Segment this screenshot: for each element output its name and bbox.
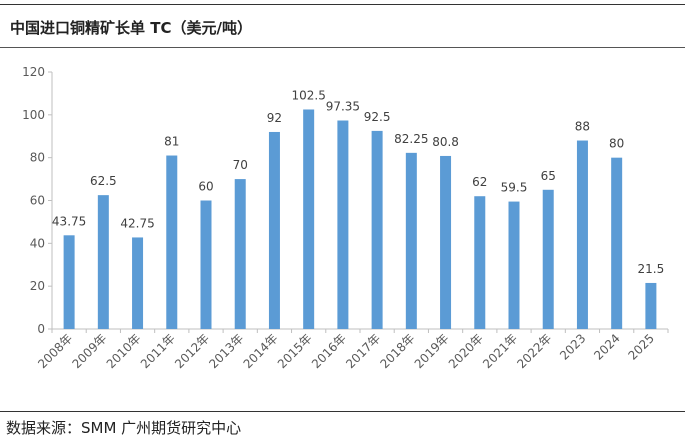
x-tick-label: 2012年 <box>172 331 212 371</box>
y-tick-label: 120 <box>22 65 45 79</box>
bottom-rule <box>0 411 685 412</box>
x-tick-label: 2023 <box>557 331 588 362</box>
x-tick-label: 2025 <box>626 331 657 362</box>
bar <box>132 237 144 329</box>
bar <box>371 130 383 329</box>
data-label: 42.75 <box>120 216 154 230</box>
data-label: 43.75 <box>52 214 86 228</box>
data-label: 88 <box>575 120 590 134</box>
data-label: 82.25 <box>394 132 428 146</box>
data-label: 62 <box>472 175 487 189</box>
data-label: 97.35 <box>326 100 360 114</box>
bar <box>234 179 246 329</box>
x-tick-label: 2016年 <box>309 331 349 371</box>
data-source-note: 数据来源：SMM 广州期货研究中心 <box>6 419 242 437</box>
x-tick-label: 2017年 <box>343 331 383 371</box>
y-tick-label: 20 <box>30 279 45 293</box>
x-tick-label: 2015年 <box>275 331 315 371</box>
bar <box>508 201 520 329</box>
x-tick-label: 2013年 <box>206 331 246 371</box>
bar <box>200 200 212 329</box>
data-label: 21.5 <box>638 262 665 276</box>
bar <box>440 155 452 329</box>
data-label: 102.5 <box>291 88 325 102</box>
bar <box>611 157 623 329</box>
y-tick-label: 80 <box>30 151 45 165</box>
x-tick-label: 2009年 <box>69 331 109 371</box>
title-rule <box>0 47 685 48</box>
y-tick-label: 60 <box>30 194 45 208</box>
bar <box>268 131 280 329</box>
data-label: 92.5 <box>364 110 391 124</box>
bar <box>474 196 486 329</box>
bar <box>576 140 588 329</box>
x-tick-label: 2011年 <box>138 331 178 371</box>
x-tick-label: 2019年 <box>412 331 452 371</box>
x-tick-label: 2014年 <box>241 331 281 371</box>
x-tick-label: 2021年 <box>480 331 520 371</box>
data-label: 60 <box>198 180 213 194</box>
data-label: 59.5 <box>501 181 528 195</box>
data-label: 80 <box>609 137 624 151</box>
data-label: 81 <box>164 135 179 149</box>
x-tick-label: 2024 <box>591 331 622 362</box>
data-label: 80.8 <box>432 135 459 149</box>
bar <box>542 189 554 329</box>
x-tick-label: 2018年 <box>377 331 417 371</box>
bar <box>63 235 75 329</box>
bar <box>97 195 109 329</box>
x-tick-label: 2008年 <box>35 331 75 371</box>
data-label: 92 <box>267 111 282 125</box>
chart-title: 中国进口铜精矿长单 TC（美元/吨） <box>10 19 252 37</box>
y-tick-label: 40 <box>30 236 45 250</box>
bar <box>645 282 657 329</box>
x-tick-label: 2010年 <box>104 331 144 371</box>
x-tick-label: 2020年 <box>446 331 486 371</box>
x-tick-label: 2022年 <box>514 331 554 371</box>
data-label: 62.5 <box>90 174 117 188</box>
data-label: 65 <box>541 169 556 183</box>
bar <box>166 155 178 329</box>
data-label: 70 <box>233 158 248 172</box>
top-rule <box>0 4 685 5</box>
bar <box>337 120 349 329</box>
bar <box>303 109 315 330</box>
y-tick-label: 0 <box>37 322 45 336</box>
y-tick-label: 100 <box>22 108 45 122</box>
bar <box>405 152 417 329</box>
